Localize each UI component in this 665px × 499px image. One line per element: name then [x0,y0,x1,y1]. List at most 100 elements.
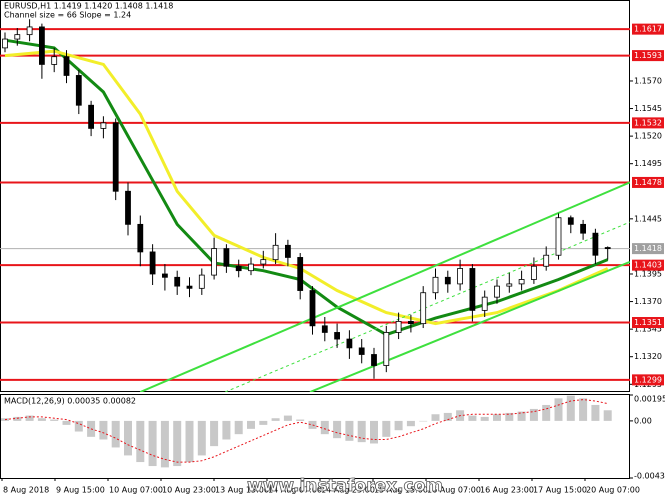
y-tick-label: 1.1570 [634,76,662,85]
candle-body [198,274,205,289]
candle-body [272,244,279,261]
macd-bar [419,420,428,422]
candle-body [543,254,550,267]
candle-body [604,247,611,250]
macd-bar [394,420,403,431]
macd-bar [480,416,489,421]
candle-body [100,122,107,129]
y-tick-label: 1.1520 [634,132,662,141]
macd-bar [542,404,551,421]
level-label-box [632,50,664,62]
main-panel [0,0,630,392]
candle-body [149,251,156,275]
candle-body [63,56,70,76]
x-tick-label: 9 Aug 15:00 [56,486,105,495]
candle-body [26,26,33,36]
current-price-box [632,243,664,255]
macd-bar [185,420,194,463]
candle-body [506,283,513,287]
candle-body [112,122,119,192]
macd-bar [136,420,145,463]
y-tick-label: 1.1345 [634,325,662,334]
x-tick-label: 8 Aug 2018 [3,486,49,495]
indicator-line [139,181,630,392]
candle-body [235,265,242,272]
macd-bar [197,420,206,456]
macd-bar [529,408,538,421]
macd-bar [566,395,575,421]
level-label-box [632,176,664,188]
macd-bar [283,415,292,421]
y-tick-label: 1.1545 [634,104,662,113]
macd-bar [370,420,378,444]
candle-body [432,276,439,294]
candle-body [75,75,82,106]
candle-body [518,279,525,285]
macd-bar [505,412,514,421]
macd-bar [13,416,22,421]
macd-bar [50,419,59,421]
candle-body [444,276,451,285]
candle-body [88,104,94,129]
macd-bar [222,420,231,440]
y-tick-label: 1.1495 [634,159,662,168]
candle-body [334,332,341,340]
x-tick-label: 10 Aug 23:00 [162,486,216,495]
x-tick-label: 16 Aug 23:00 [480,486,534,495]
macd-y-tick-label: 0.00195 [634,395,665,404]
y-tick-label: 1.1445 [634,214,662,223]
macd-bar [579,398,588,421]
candle-body [420,292,427,325]
macd-label: MACD(12,26,9) 0.00035 0.00082 [4,397,136,406]
x-tick-label: 10 Aug 07:00 [109,486,163,495]
indicator-line [225,221,630,392]
macd-bar [603,410,612,421]
candle-body [383,332,390,366]
y-tick-label: 1.1320 [634,352,662,361]
macd-bar [259,420,268,425]
level-label: 1.1299 [634,375,662,384]
candle-body [346,338,353,349]
candle-body [567,217,574,225]
candle-body [174,276,181,287]
x-tick-label: 17 Aug 15:00 [533,486,587,495]
level-label: 1.1478 [634,178,662,187]
macd-plot [1,395,612,468]
candle-body [592,232,599,256]
macd-bar [37,418,46,421]
candle-body [248,263,254,272]
candle-body [161,273,168,278]
macd-bar [382,420,391,437]
chart-title: EURUSD,H1 1.1419 1.1420 1.1408 1.1418 [4,2,173,11]
x-tick-label: 14 Aug 07:00 [268,486,322,495]
x-tick-label: 15 Aug 15:00 [374,486,428,495]
x-tick-label: 14 Aug 23:00 [321,486,375,495]
candle-body [555,217,562,256]
macd-bar [406,420,415,427]
indicator-line [4,49,609,326]
candle-body [284,244,291,258]
chart-subtitle: Channel size = 66 Slope = 1.24 [4,11,131,20]
macd-bar [554,398,563,421]
x-tick-label: 13 Aug 15:00 [215,486,269,495]
candle-body [51,56,58,65]
macd-bar [308,420,317,429]
macd-bar [148,420,157,467]
candle-body [494,285,500,298]
candle-body [407,321,414,325]
candle-body [14,34,21,40]
candle-body [186,285,193,289]
macd-bar [247,420,255,429]
candle-body [260,259,267,265]
y-tick-label: 1.1370 [634,297,662,306]
candle-body [531,265,537,280]
macd-bar [74,420,83,432]
level-label: 1.1617 [634,25,662,34]
candle-body [481,296,488,311]
level-label-box [632,117,664,129]
macd-y-tick-label: 0.00 [634,416,652,425]
candle-body [223,248,230,267]
level-label: 1.1403 [634,261,662,270]
macd-bar [357,420,366,443]
candle-body [137,223,144,253]
